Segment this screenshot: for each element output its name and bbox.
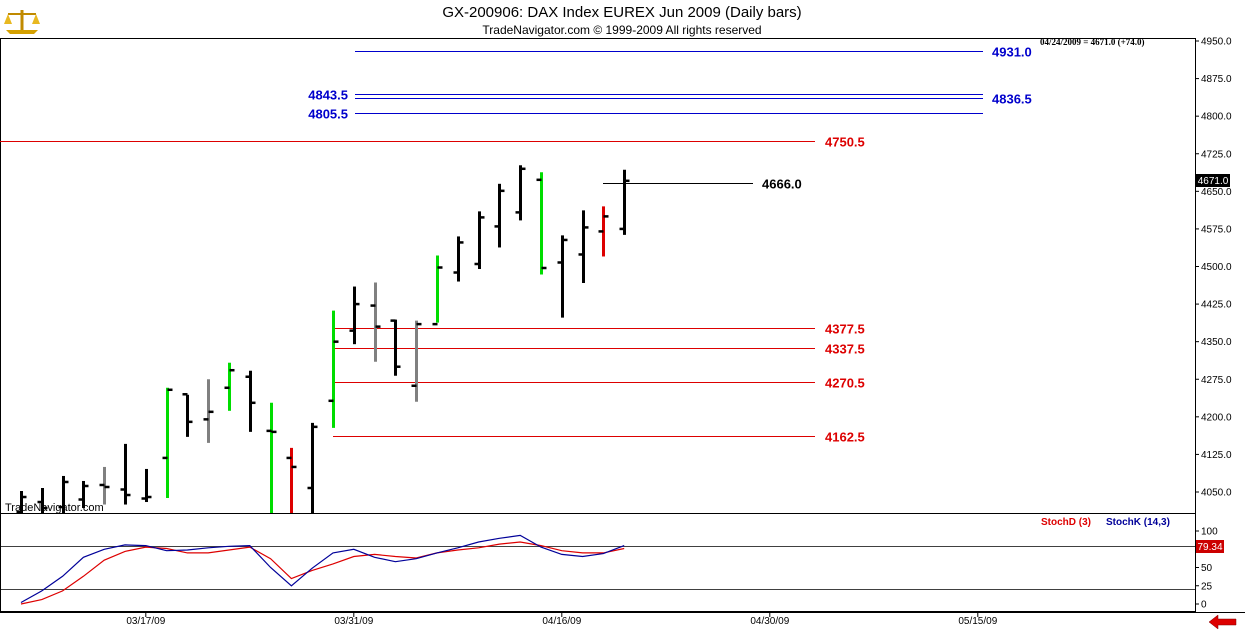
x-tick-label: 04/30/09 [750,616,789,627]
ohlc-bar [494,183,505,248]
y-tick-label: 4575.0 [1201,224,1232,235]
y-tick-label: 4500.0 [1201,262,1232,273]
y-tick-label: 4725.0 [1201,149,1232,160]
level-label: 4377.5 [825,322,865,337]
level-label: 4843.5 [308,88,348,103]
level-label: 4836.5 [992,92,1032,107]
ohlc-bar [307,422,318,513]
level-label: 4270.5 [825,376,865,391]
stochD-legend: StochD (3) [1041,517,1091,528]
y-tick-label: 4800.0 [1201,112,1232,123]
ohlc-bar [99,466,110,505]
stochK-legend: StochK (14,3) [1106,517,1170,528]
ohlc-bar [578,210,589,284]
y-tick-label: 4050.0 [1201,488,1232,499]
ohlc-bar [162,387,173,499]
last-price-label: 4671.0 [1198,176,1229,187]
y-tick-label: 4350.0 [1201,337,1232,348]
ohlc-bar [557,235,568,318]
level-label: 4805.5 [308,107,348,122]
stochD-line [20,541,625,605]
ohlc-bar [453,236,464,282]
ohlc-bar [390,319,401,376]
y-tick-label: 4650.0 [1201,187,1232,198]
ohlc-bar [474,211,485,270]
ohlc-bar [536,172,547,275]
stochK-line [20,534,625,604]
y-tick-label: 4275.0 [1201,375,1232,386]
x-tick-label: 05/15/09 [958,616,997,627]
stoch-tick-label: 100 [1201,527,1218,538]
stoch-tick-label: 50 [1201,563,1213,574]
ohlc-bar [141,468,152,503]
x-tick-label: 03/17/09 [126,616,165,627]
level-label: 4666.0 [762,177,802,192]
price-axis: 4950.0 4875.0 4800.0 4725.0 4650.0 4575.0 4500… [1195,37,1232,499]
stoch-panel [0,513,1196,612]
level-label: 4162.5 [825,430,865,445]
chart-title: GX-200906: DAX Index EUREX Jun 2009 (Dai… [442,4,801,21]
ohlc-bar [182,393,193,437]
ohlc-bar [349,286,360,345]
ohlc-bar [37,487,48,513]
ohlc-bar [245,370,256,432]
ohlc-bar [224,362,235,411]
stochastic-lines [0,534,1195,605]
y-tick-label: 4125.0 [1201,450,1232,461]
price-bars [16,165,630,514]
price-panel [0,38,1196,514]
time-axis: 03/17/09 03/31/09 04/16/09 04/30/09 05/15/09 [126,612,998,627]
ohlc-bar [515,165,526,221]
ohlc-bar [78,480,89,509]
ohlc-bar [328,310,339,428]
ohlc-bar [432,255,443,326]
stoch-tick-label: 0 [1201,600,1207,611]
ohlc-bar [203,379,214,443]
level-label: 4931.0 [992,45,1032,60]
x-tick-label: 04/16/09 [542,616,581,627]
gold-scale-icon [4,10,40,34]
ohlc-bar [120,443,131,505]
ohlc-bar [370,282,381,362]
ohlc-bar [411,320,422,402]
ohlc-bar [266,402,277,513]
stoch-last-tag: 79.34 [1196,540,1224,553]
last-price-tag: 4671.0 [1196,174,1230,187]
y-tick-label: 4425.0 [1201,300,1232,311]
price-levels: 4931.0 4843.5 4836.5 4805.5 4750.5 4666.0 4377… [0,45,1032,445]
watermark: TradeNavigator.com [5,502,104,514]
chart-subtitle: TradeNavigator.com © 1999-2009 All right… [482,23,761,37]
ohlc-bar [598,206,609,257]
y-tick-label: 4950.0 [1201,37,1232,48]
red-left-arrow-icon[interactable] [1208,614,1237,630]
level-label: 4337.5 [825,342,865,357]
ohlc-bar [16,490,27,514]
stoch-axis: 1007550250 [1195,527,1218,611]
ohlc-bar [58,475,69,513]
level-label: 4750.5 [825,135,865,150]
x-tick-label: 03/31/09 [334,616,373,627]
stoch-last-label: 79.34 [1197,542,1222,553]
stoch-tick-label: 25 [1201,581,1213,592]
y-tick-label: 4875.0 [1201,74,1232,85]
quote-label: 04/24/2009 = 4671.0 (+74.0) [1040,37,1145,47]
ohlc-bar [619,169,630,235]
ohlc-bar [286,447,297,513]
y-tick-label: 4200.0 [1201,412,1232,423]
